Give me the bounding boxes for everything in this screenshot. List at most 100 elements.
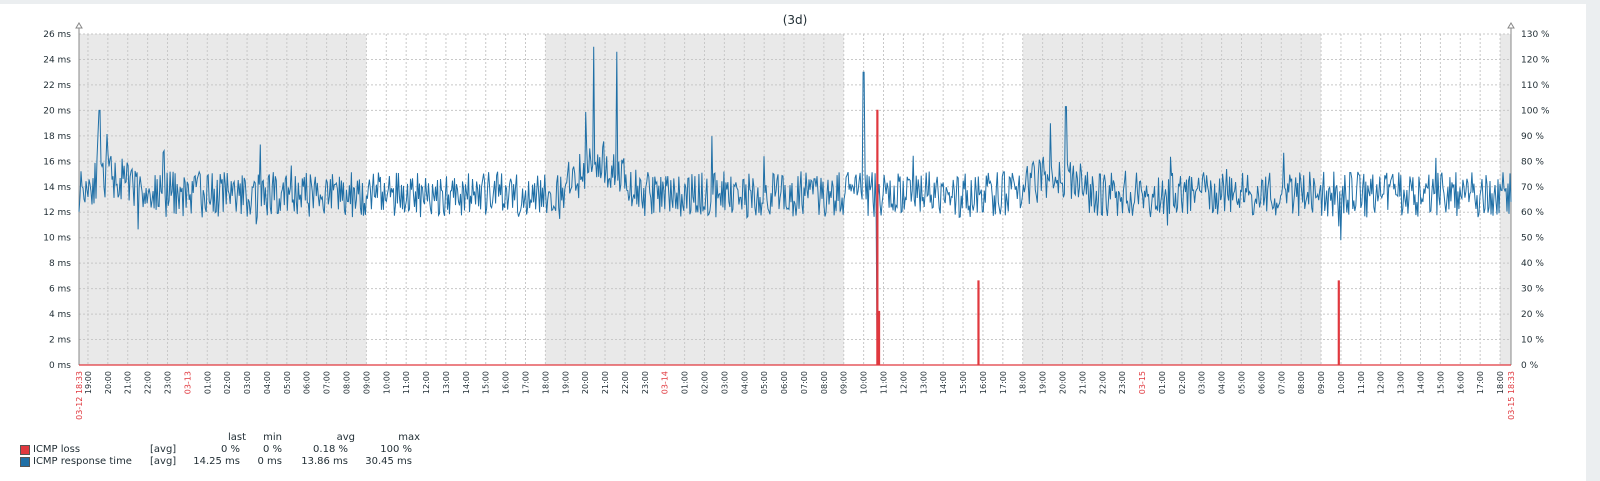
graph-panel: 0 ms 2 ms 4 ms 6 ms 8 ms 10 ms 12 ms 14 ms 16 ms… [0, 4, 1586, 481]
y-left-tick-label: 16 ms [43, 157, 71, 167]
y-right-tick-label: 30 % [1521, 285, 1544, 295]
x-tick-label: 18:00 [1496, 371, 1505, 394]
x-tick-label: 21:00 [601, 371, 610, 394]
y-right-tick-label: 80 % [1521, 157, 1544, 167]
x-tick-label: 23:00 [641, 371, 650, 394]
series-icmp-loss [79, 109, 1511, 366]
y-right-tick-label: 0 % [1521, 361, 1539, 371]
y-right-tick-label: 60 % [1521, 208, 1544, 218]
legend-max-icmp-response-time: 30.45 ms [365, 456, 412, 467]
y-right-tick-label: 90 % [1521, 132, 1544, 142]
legend-header-max: max [398, 432, 420, 443]
x-tick-label: 10:00 [382, 371, 391, 394]
x-tick-label: 03-13 [183, 371, 192, 394]
x-tick-label: 17:00 [522, 371, 531, 394]
x-tick-label: 21:00 [1078, 371, 1087, 394]
x-tick-label: 04:00 [1218, 371, 1227, 394]
y-right-tick-label: 10 % [1521, 336, 1544, 346]
x-tick-label: 23:00 [164, 371, 173, 394]
y-left-tick-label: 4 ms [49, 310, 71, 320]
x-tick-label: 18:00 [1019, 371, 1028, 394]
x-tick-label: 19:00 [84, 371, 93, 394]
x-tick-label: 12:00 [422, 371, 431, 394]
x-tick-label: 16:00 [979, 371, 988, 394]
y-right-tick-label: 110 % [1521, 81, 1550, 91]
y-right-tick-label: 40 % [1521, 259, 1544, 269]
x-tick-label: 02:00 [1178, 371, 1187, 394]
series-icmp-response-time [78, 46, 1512, 359]
x-tick-label: 20:00 [104, 371, 113, 394]
legend-header: last min avg max [20, 432, 440, 444]
x-tick-label: 13:00 [442, 371, 451, 394]
y-right-axis-arrow [1507, 22, 1515, 29]
legend-header-min: min [263, 432, 282, 443]
x-tick-label: 10:00 [860, 371, 869, 394]
x-tick-label: 13:00 [1397, 371, 1406, 394]
x-tick-label: 07:00 [323, 371, 332, 394]
legend-item-icmp-response-time: ICMP response time [avg] 14.25 ms 0 ms 1… [20, 456, 440, 468]
x-tick-label: 01:00 [1158, 371, 1167, 394]
legend-label-icmp-loss: ICMP loss [33, 444, 81, 455]
x-tick-label: 01:00 [203, 371, 212, 394]
x-tick-label: 05:00 [283, 371, 292, 394]
x-tick-label: 18:00 [541, 371, 550, 394]
y-left-tick-label: 6 ms [49, 285, 71, 295]
x-tick-label: 19:00 [561, 371, 570, 394]
shaded-period-2 [1022, 34, 1322, 365]
legend-min-icmp-response-time: 0 ms [257, 456, 283, 467]
y-right-tick-label: 100 % [1521, 106, 1550, 116]
x-tick-label: 17:00 [999, 371, 1008, 394]
y-right-tick-label: 20 % [1521, 310, 1544, 320]
legend-swatch-icmp-response-time [20, 457, 30, 467]
y-left-tick-label: 8 ms [49, 259, 71, 269]
x-tick-label: 03-14 [661, 371, 670, 394]
y-left-tick-label: 14 ms [43, 183, 71, 193]
legend-header-last: last [227, 432, 246, 443]
legend-avg-icmp-loss: 0.18 % [313, 444, 348, 455]
x-tick-label: 01:00 [681, 371, 690, 394]
x-tick-label: 20:00 [1059, 371, 1068, 394]
y-right-tick-label: 130 % [1521, 30, 1550, 40]
y-right-tick-label: 70 % [1521, 183, 1544, 193]
x-tick-label: 03:00 [1198, 371, 1207, 394]
y-left-tick-label: 24 ms [43, 55, 71, 65]
x-tick-label: 10:00 [1337, 371, 1346, 394]
x-end-label: 03-15 18:33 [1507, 371, 1516, 420]
shaded-period-1 [545, 34, 844, 365]
x-tick-label: 07:00 [1277, 371, 1286, 394]
x-tick-label: 16:00 [502, 371, 511, 394]
x-tick-label: 02:00 [223, 371, 232, 394]
legend-item-icmp-loss: ICMP loss [avg] 0 % 0 % 0.18 % 100 % [20, 444, 440, 456]
x-tick-label: 03:00 [243, 371, 252, 394]
x-tick-label: 08:00 [1297, 371, 1306, 394]
chart-title: (3d) [783, 13, 808, 27]
x-tick-label: 06:00 [780, 371, 789, 394]
x-tick-label: 12:00 [1377, 371, 1386, 394]
x-tick-label: 23:00 [1118, 371, 1127, 394]
y-left-tick-label: 10 ms [43, 234, 71, 244]
x-tick-label: 13:00 [919, 371, 928, 394]
legend-header-avg: avg [336, 432, 355, 443]
x-tick-label: 06:00 [1257, 371, 1266, 394]
x-tick-label: 20:00 [581, 371, 590, 394]
x-tick-label: 04:00 [740, 371, 749, 394]
y-left-axis-arrow [75, 22, 83, 29]
x-tick-label: 09:00 [1317, 371, 1326, 394]
x-tick-label: 14:00 [462, 371, 471, 394]
x-tick-label: 19:00 [1039, 371, 1048, 394]
x-tick-label: 22:00 [621, 371, 630, 394]
x-tick-label: 11:00 [880, 371, 889, 394]
x-tick-label: 04:00 [263, 371, 272, 394]
legend-label-icmp-response-time: ICMP response time [33, 456, 132, 467]
x-tick-label: 12:00 [899, 371, 908, 394]
y-left-tick-label: 12 ms [43, 208, 71, 218]
x-tick-label: 22:00 [1098, 371, 1107, 394]
x-tick-label: 05:00 [1238, 371, 1247, 394]
legend-swatch-icmp-loss [20, 445, 30, 455]
x-tick-label: 16:00 [1456, 371, 1465, 394]
shaded-period-3 [1500, 34, 1511, 365]
x-start-label: 03-12 18:33 [75, 371, 84, 420]
y-left-tick-label: 22 ms [43, 81, 71, 91]
chart: 0 ms 2 ms 4 ms 6 ms 8 ms 10 ms 12 ms 14 ms 16 ms… [43, 13, 1550, 420]
x-tick-label: 15:00 [482, 371, 491, 394]
